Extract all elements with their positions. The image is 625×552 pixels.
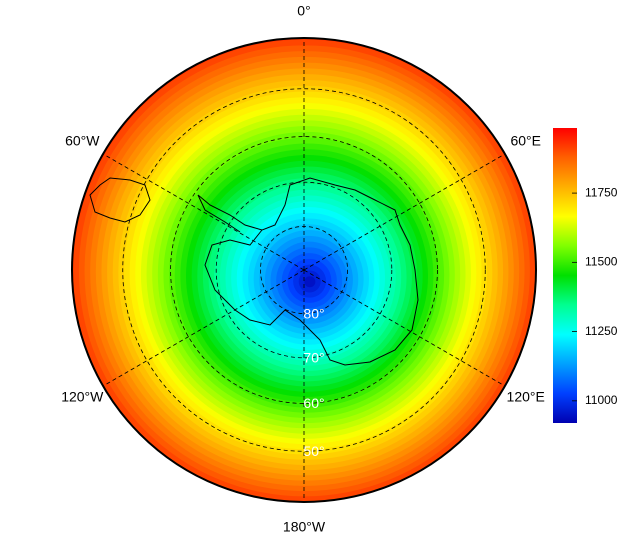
longitude-label: 60°E [510, 133, 541, 149]
colorbar-tick-label: 11750 [585, 185, 618, 199]
longitude-label: 180°W [283, 519, 326, 535]
colorbar-tick-label: 11500 [585, 255, 618, 269]
colorbar-tick-label: 11000 [585, 393, 618, 407]
peninsula-coast [197, 194, 263, 233]
latitude-circle [170, 136, 438, 404]
scalar-field [72, 38, 536, 502]
longitude-label: 120°E [507, 389, 545, 405]
latitude-circle [122, 88, 486, 452]
meridian [102, 153, 305, 271]
map-border [71, 37, 537, 503]
south-america-coast [89, 177, 151, 223]
latitude-label: 50° [303, 443, 324, 459]
field-band [304, 276, 316, 288]
longitude-label: 120°W [61, 389, 104, 405]
colorbar: 11000 11250 11500 11750 [553, 128, 618, 423]
latitude-label: 80° [303, 305, 324, 321]
longitude-label: 60°W [65, 133, 100, 149]
colorbar-ramp [553, 128, 577, 423]
meridian [303, 153, 506, 271]
longitude-label: 0° [297, 3, 310, 19]
antarctica-coast [204, 177, 419, 366]
meridian [102, 269, 305, 387]
latitude-label: 60° [303, 395, 324, 411]
latitude-label: 70° [303, 350, 324, 366]
meridian [303, 269, 506, 387]
graticule [102, 38, 506, 502]
colorbar-tick-label: 11250 [585, 324, 618, 338]
graticule-labels: 80° 70° 60° 50° 0° 60°E 120°E 180°W 120°W 60°W [61, 3, 545, 535]
coastlines [89, 177, 419, 366]
